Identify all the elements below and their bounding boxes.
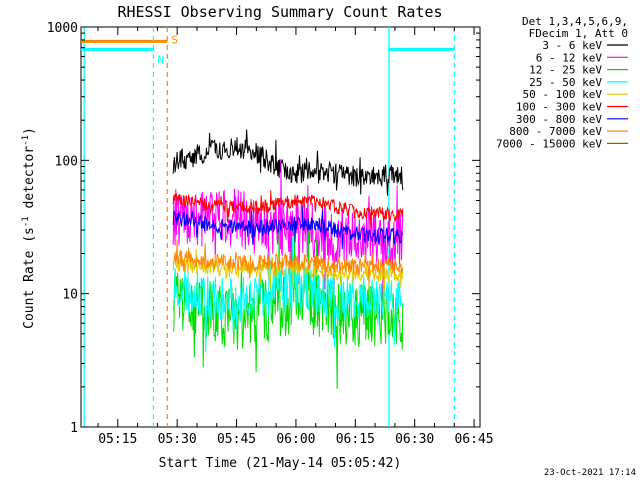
x-tick-label: 05:15 (98, 432, 137, 447)
legend-entry-label: 100 - 300 keV (516, 101, 602, 114)
y-label-sup1: -1 (21, 216, 31, 227)
legend-entry-label: 25 - 50 keV (529, 76, 602, 89)
series-line (172, 159, 404, 307)
series-line (172, 206, 404, 250)
marker-label: S (171, 33, 178, 46)
y-label-end: ) (22, 127, 37, 135)
x-tick-label: 05:45 (217, 432, 256, 447)
legend-entry-label: 3 - 6 keV (542, 39, 602, 52)
x-tick-label: 06:30 (395, 432, 434, 447)
series-line (172, 190, 404, 227)
y-tick-label: 1 (70, 421, 78, 436)
x-tick-label: 06:00 (276, 432, 315, 447)
y-label-sup2: -1 (21, 135, 31, 146)
plot-frame (80, 26, 481, 428)
y-tick-label: 10 (62, 288, 78, 303)
y-tick-label: 1000 (47, 21, 78, 36)
legend-entry-label: 50 - 100 keV (523, 88, 603, 101)
legend: Det 1,3,4,5,6,9,FDecim 1, Att 03 - 6 keV… (496, 15, 628, 150)
legend-entry-label: 6 - 12 keV (536, 51, 603, 64)
legend-entry-label: 800 - 7000 keV (509, 125, 602, 138)
y-axis-label: Count Rate (s-1 detector-1) (21, 127, 37, 329)
legend-entry-label: 12 - 25 keV (529, 64, 602, 77)
series-line (172, 237, 403, 353)
legend-entry-label: 7000 - 15000 keV (496, 137, 602, 150)
y-label-mid: detector (22, 146, 37, 217)
marker-label: N (157, 53, 164, 66)
series-line (172, 239, 404, 287)
timestamp: 23-Oct-2021 17:14 (544, 468, 636, 478)
series-line (172, 129, 404, 196)
y-axis: 1 10 100 1000 (47, 21, 480, 436)
y-label-main: Count Rate (s (22, 227, 37, 329)
x-tick-label: 05:30 (158, 432, 197, 447)
legend-header: FDecim 1, Att 0 (529, 27, 628, 40)
x-tick-label: 06:45 (454, 432, 493, 447)
legend-entry-label: 300 - 800 keV (516, 113, 602, 126)
x-tick-label: 06:15 (336, 432, 375, 447)
chart-title: RHESSI Observing Summary Count Rates (117, 3, 442, 21)
plot-area: SN (80, 26, 481, 428)
x-axis: 05:15 05:30 05:45 06:00 06:15 06:30 06:45 (97, 27, 494, 447)
y-tick-label: 100 (55, 154, 78, 169)
x-axis-label: Start Time (21-May-14 05:05:42) (159, 456, 402, 471)
legend-header: Det 1,3,4,5,6,9, (522, 15, 628, 28)
